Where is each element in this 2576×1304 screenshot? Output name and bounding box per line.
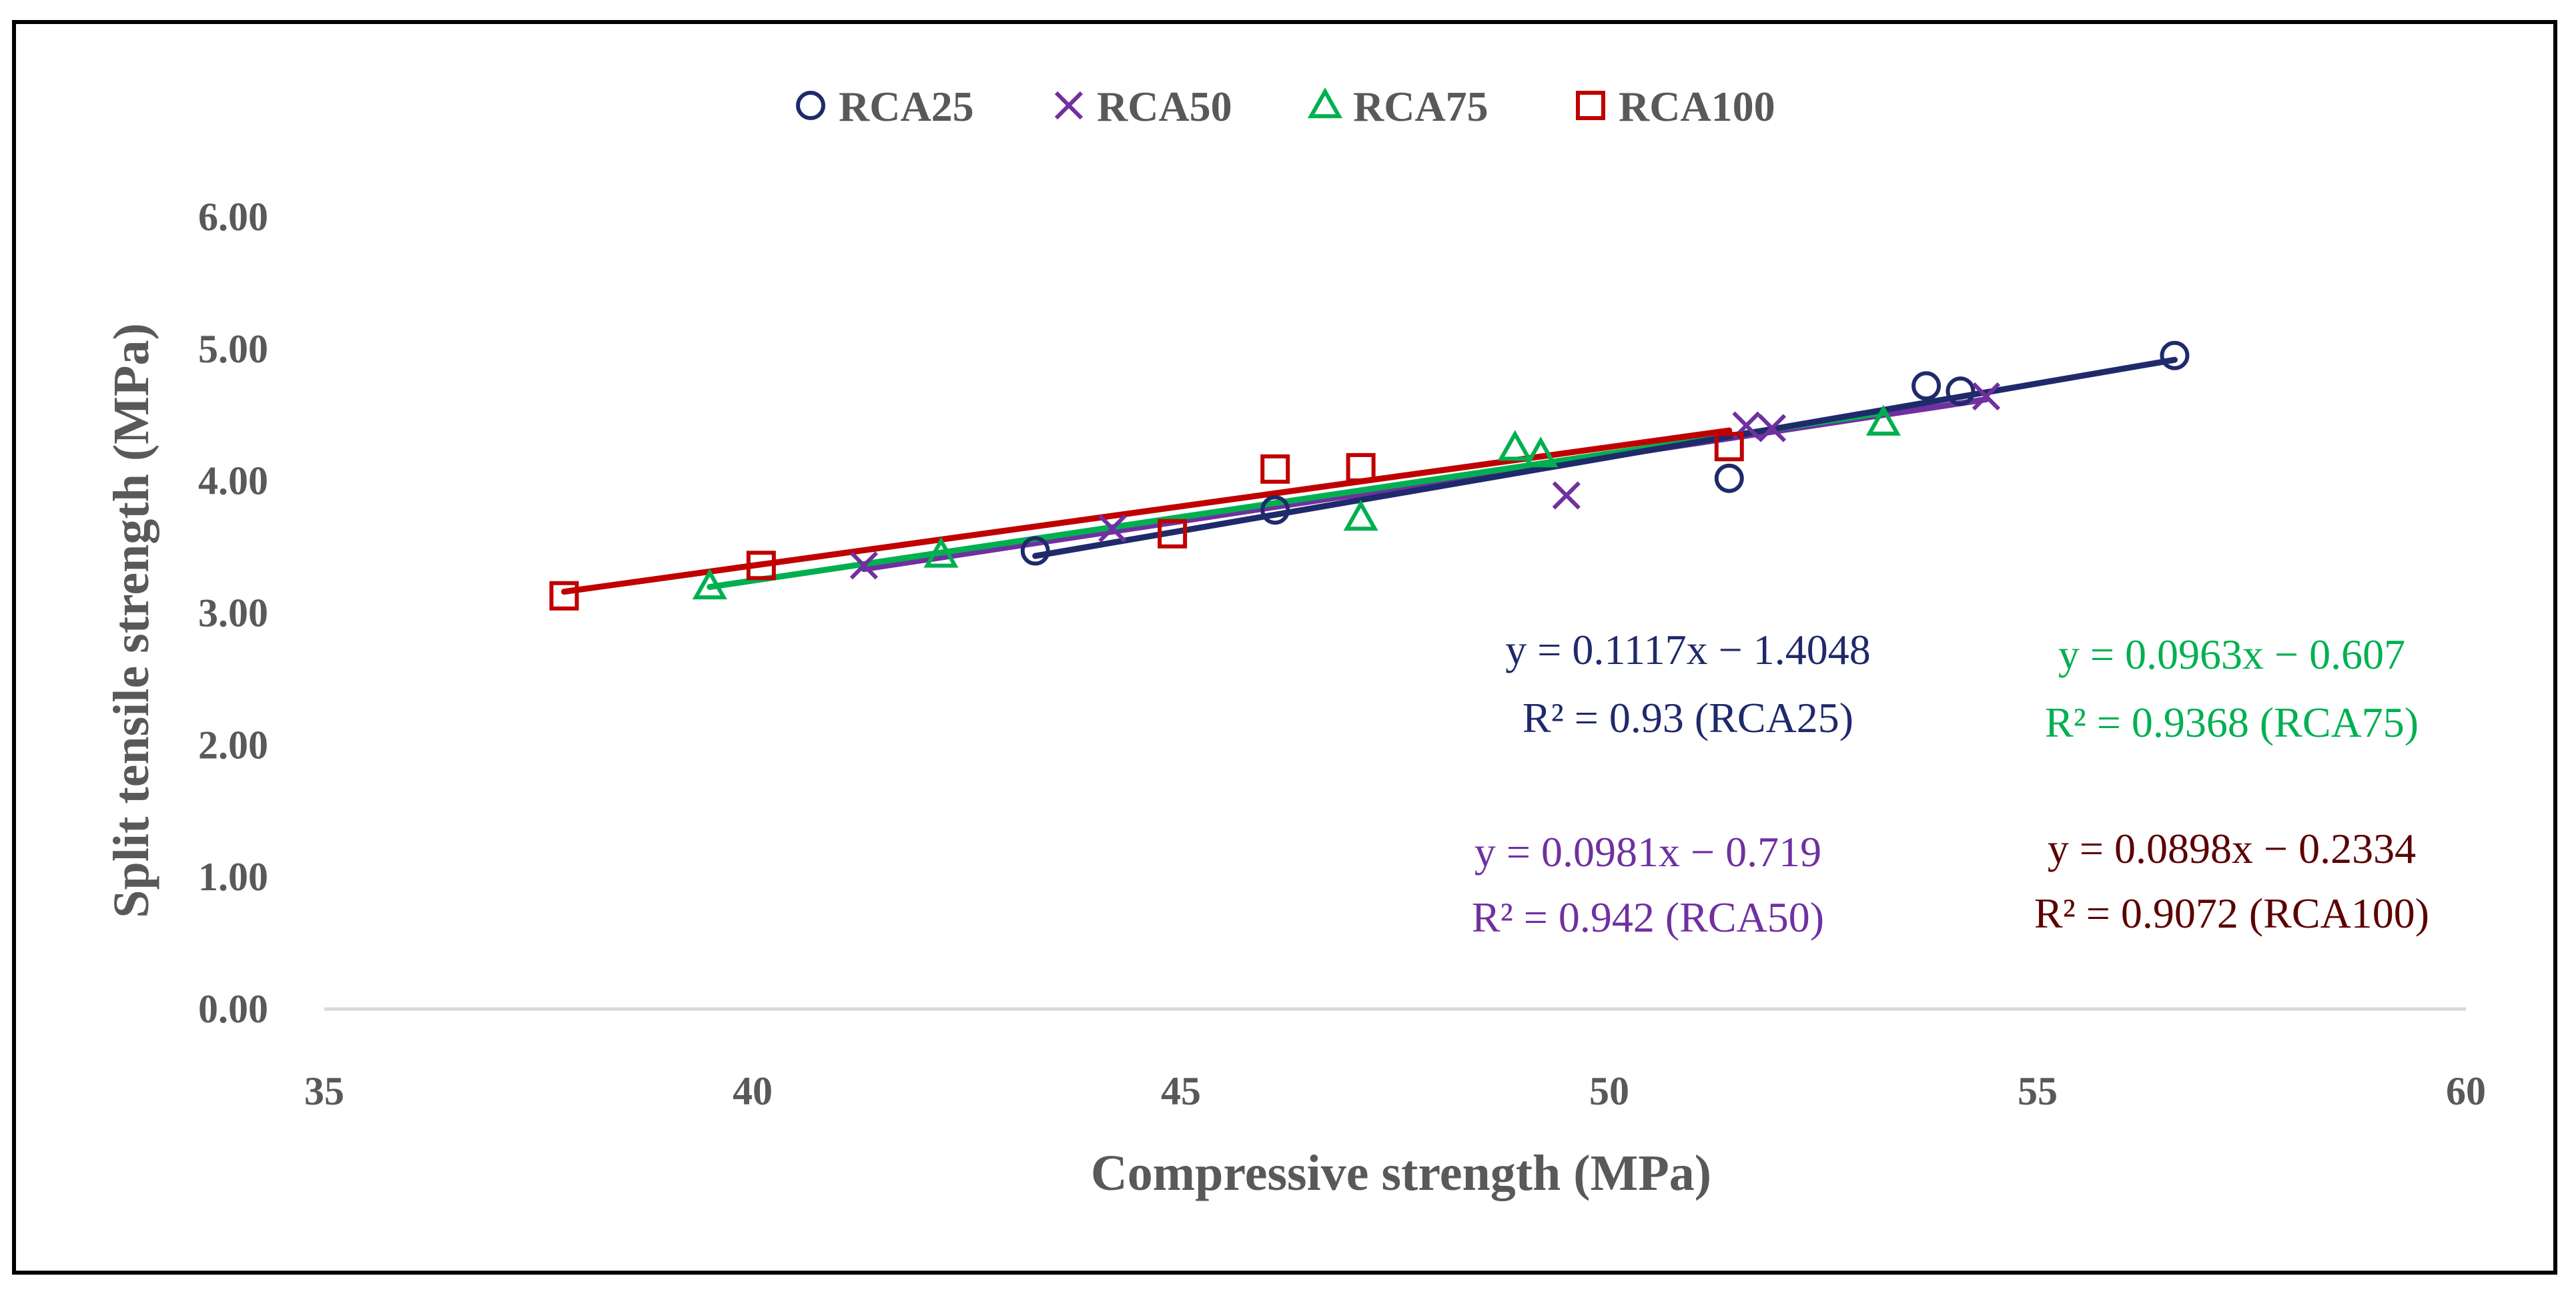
data-point-rca100 (1346, 452, 1376, 482)
x-tick-label: 35 (304, 1069, 344, 1113)
x-tick-label: 55 (2018, 1069, 2058, 1113)
data-point-rca50 (1757, 414, 1787, 442)
data-point-rca100 (1260, 454, 1290, 484)
legend-label-rca25: RCA25 (839, 83, 974, 130)
trendline-rca100 (561, 427, 1733, 595)
legend-marker-rca75 (1307, 87, 1343, 119)
data-markers (549, 340, 2190, 611)
x-tick-label: 60 (2446, 1069, 2486, 1113)
x-tick-label: 40 (733, 1069, 773, 1113)
r-squared-rca100: R² = 0.9072 (RCA100) (2034, 890, 2429, 937)
data-point-rca75 (1865, 404, 1901, 436)
r-squared-rca25: R² = 0.93 (RCA25) (1523, 694, 1853, 741)
legend: RCA25 RCA50 RCA75 RCA100 (796, 83, 1775, 130)
equation-rca75: y = 0.0963x − 0.607 (2058, 631, 2405, 678)
x-axis-title: Compressive strength (MPa) (1091, 1145, 1711, 1201)
y-tick-label: 0.00 (198, 987, 268, 1031)
equation-rca50: y = 0.0981x − 0.719 (1474, 828, 1821, 876)
data-point-rca25 (1020, 536, 1050, 566)
data-point-rca75 (1343, 500, 1378, 531)
trendline-rca25 (1032, 356, 2178, 559)
legend-label-rca50: RCA50 (1097, 83, 1232, 130)
data-point-rca100 (1714, 432, 1744, 462)
data-point-rca100 (549, 581, 579, 611)
data-point-rca75 (1523, 436, 1559, 468)
r-squared-rca75: R² = 0.9368 (RCA75) (2045, 699, 2419, 746)
r-squared-rca50: R² = 0.942 (RCA50) (1472, 894, 1824, 941)
x-tick-label: 50 (1589, 1069, 1629, 1113)
data-point-rca25 (1260, 495, 1290, 525)
data-point-rca50 (1098, 514, 1127, 543)
data-point-rca50 (1552, 481, 1581, 510)
data-point-rca25 (1911, 371, 1942, 401)
data-point-rca100 (1158, 519, 1188, 549)
data-point-rca75 (692, 568, 727, 600)
y-tick-label: 2.00 (198, 723, 268, 767)
data-point-rca75 (923, 537, 959, 568)
y-tick-label: 4.00 (198, 459, 268, 503)
y-tick-label: 6.00 (198, 195, 268, 239)
x-tick-label: 45 (1161, 1069, 1201, 1113)
data-point-rca25 (2160, 340, 2190, 370)
y-tick-label: 5.00 (198, 327, 268, 371)
data-point-rca25 (1946, 376, 1976, 406)
y-tick-label: 3.00 (198, 591, 268, 635)
chart-frame (12, 20, 2557, 1275)
data-point-rca50 (849, 551, 879, 580)
x-axis-ticks: 35 40 45 50 55 60 (304, 1069, 2486, 1113)
y-axis-title: Split tensile strength (MPa) (103, 323, 159, 918)
legend-label-rca100: RCA100 (1619, 83, 1775, 130)
y-tick-label: 1.00 (198, 855, 268, 899)
equation-labels: y = 0.1117x − 1.4048 R² = 0.93 (RCA25) y =… (1472, 626, 2429, 941)
legend-marker-rca25 (796, 91, 825, 120)
legend-marker-rca50 (1054, 91, 1084, 120)
legend-label-rca75: RCA75 (1353, 83, 1488, 130)
trendlines (561, 356, 2178, 595)
legend-marker-rca100 (1576, 91, 1605, 120)
data-point-rca100 (746, 551, 776, 581)
data-point-rca25 (1714, 463, 1744, 493)
equation-rca25: y = 0.1117x − 1.4048 (1505, 626, 1870, 673)
data-point-rca50 (1972, 382, 2001, 411)
y-axis-ticks: 0.00 1.00 2.00 3.00 4.00 5.00 6.00 (198, 195, 268, 1031)
data-point-rca75 (1497, 430, 1533, 461)
equation-rca100: y = 0.0898x − 0.2334 (2048, 825, 2416, 872)
